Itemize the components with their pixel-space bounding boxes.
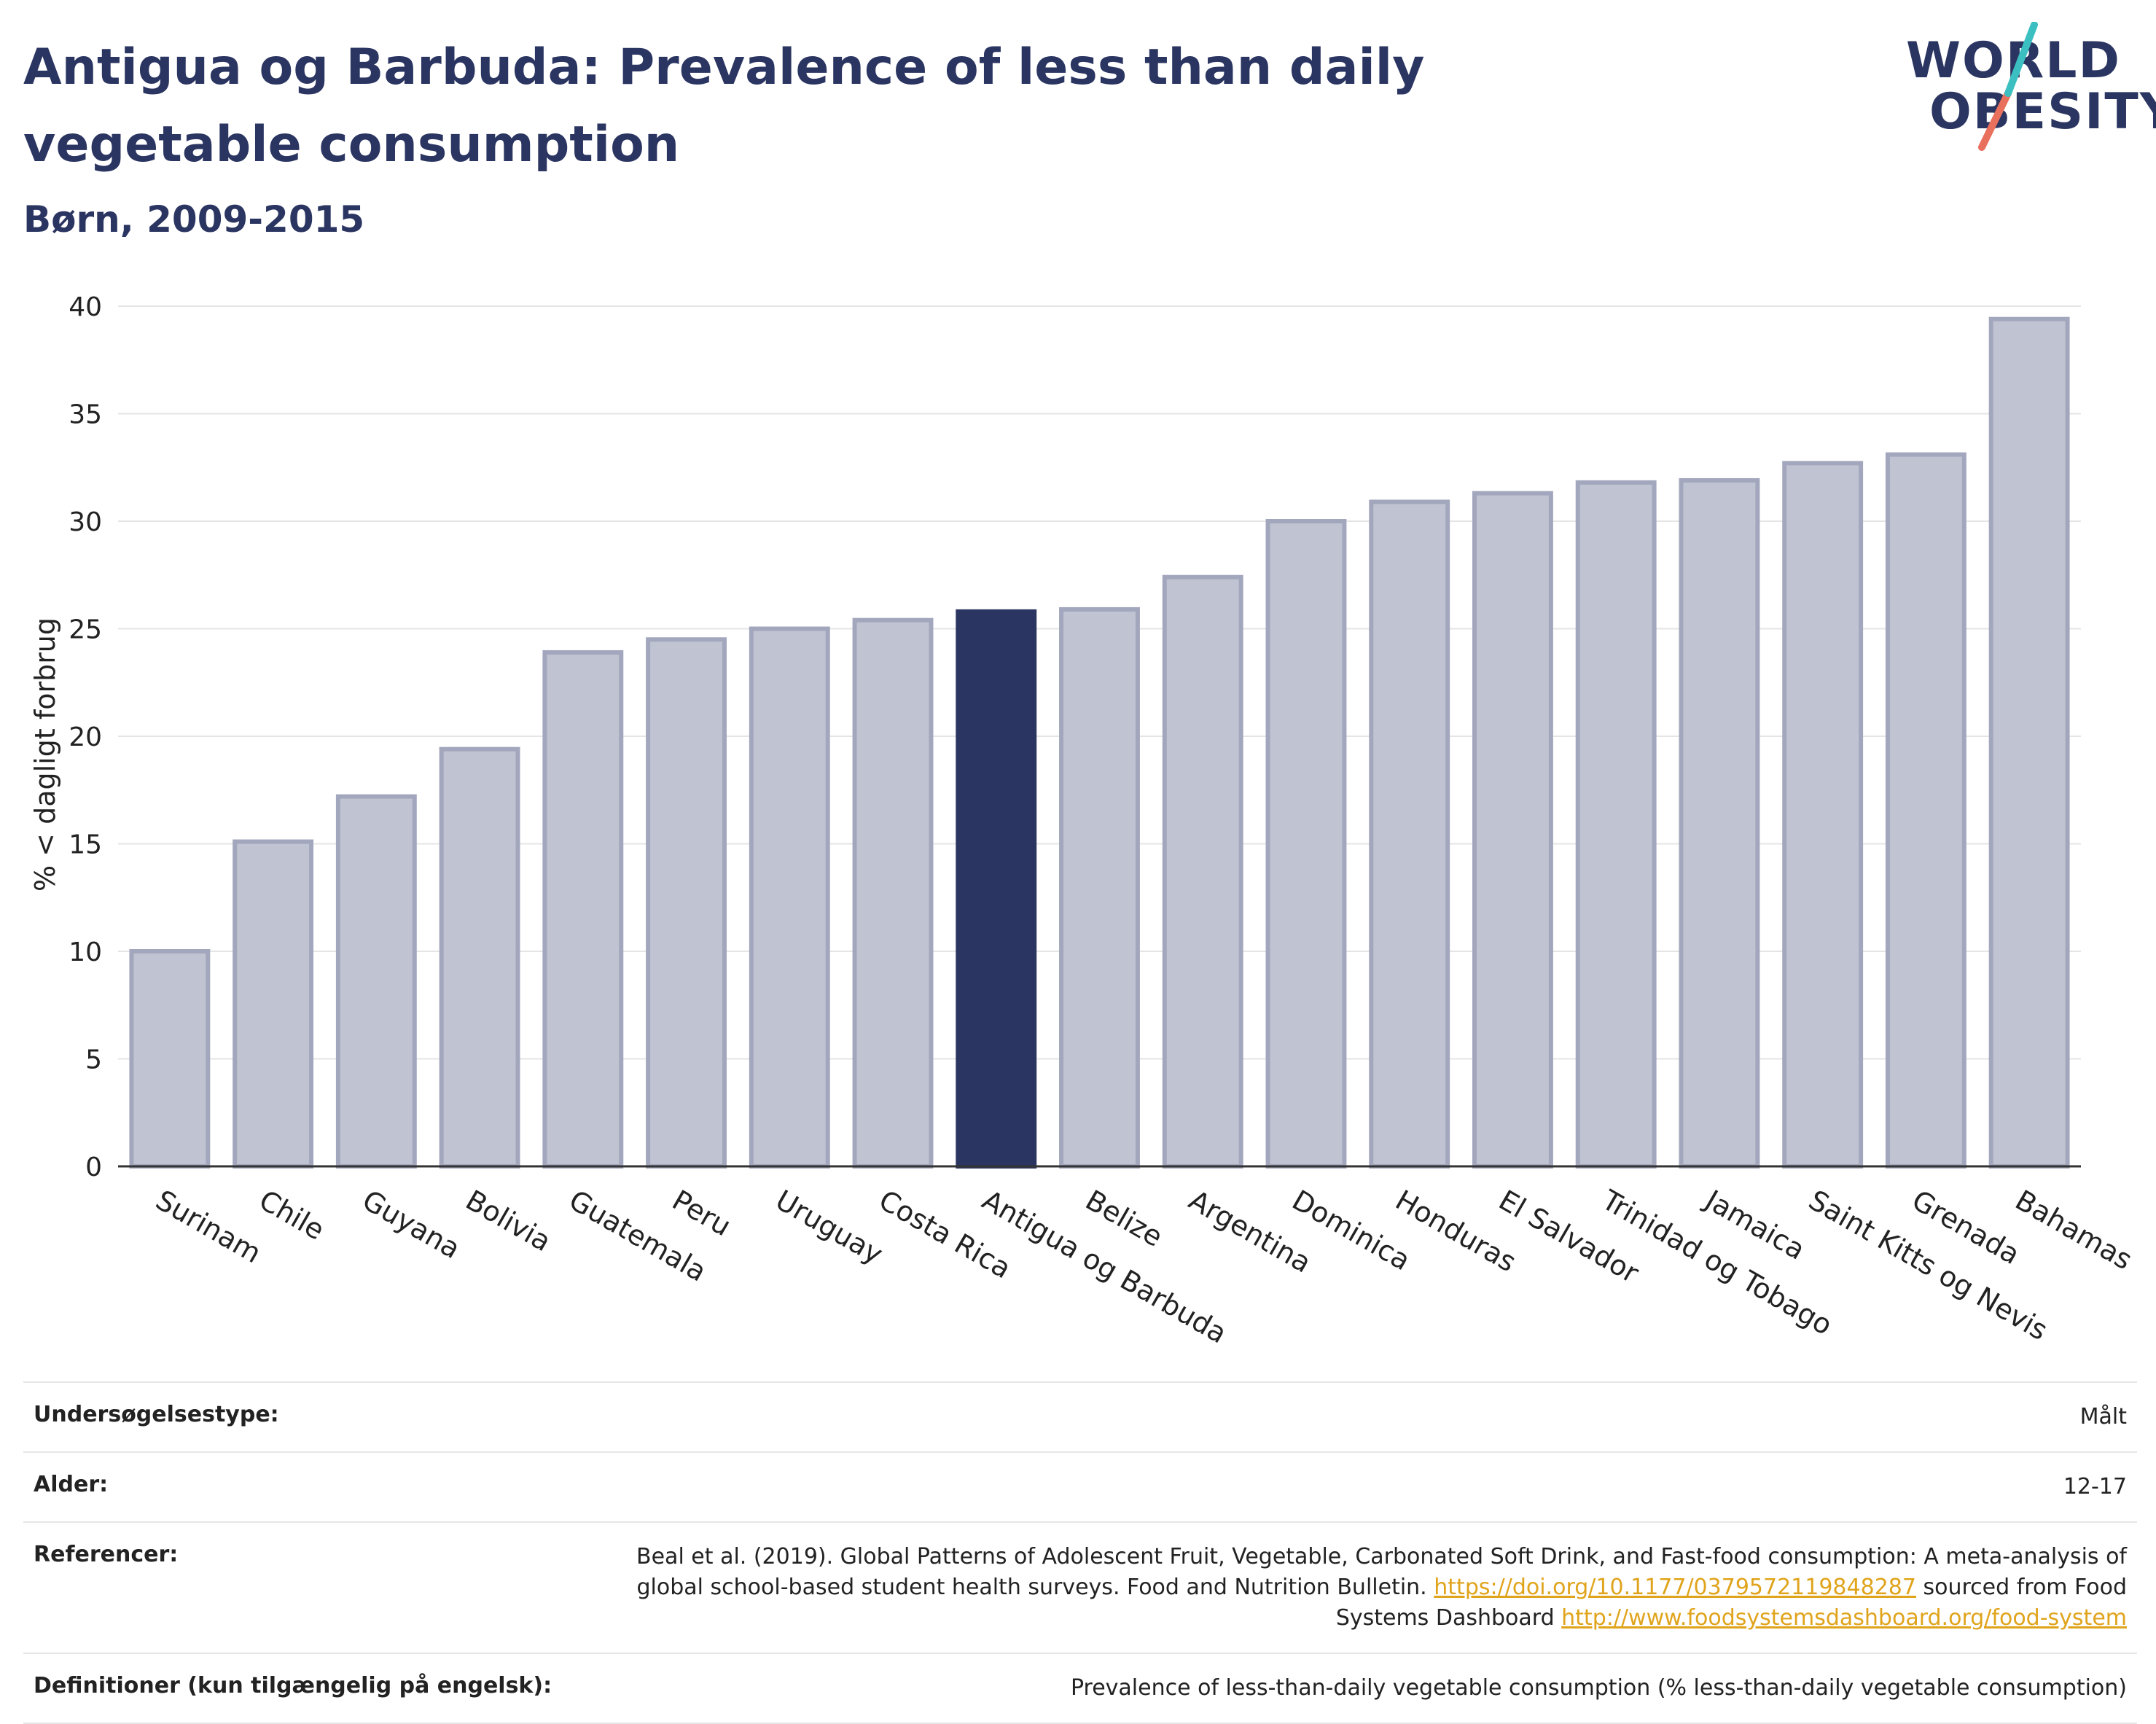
references-text-1: Beal et al. (2019). Global Patterns of A… [636, 1544, 2127, 1600]
bar-bolivia [439, 746, 520, 1169]
bar-uruguay [749, 626, 830, 1169]
metadata-table: Undersøgelsestype: Målt Alder: 12-17 Ref… [23, 1381, 2137, 1724]
meta-row-references: Referencer: Beal et al. (2019). Global P… [23, 1521, 2137, 1653]
x-tick-label: Surinam [150, 1184, 267, 1269]
meta-row-survey-type: Undersøgelsestype: Målt [23, 1381, 2137, 1451]
survey-type-value: Målt [2079, 1404, 2127, 1429]
y-tick-label: 0 [85, 1152, 102, 1182]
bar-el-salvador [1472, 491, 1553, 1169]
logo-slash-icon [1978, 22, 2038, 151]
x-tick-label: Chile [254, 1184, 329, 1247]
bar-surinam [129, 949, 211, 1169]
age-value: 12-17 [2063, 1474, 2127, 1499]
bar-peru [646, 637, 727, 1169]
x-tick-label: Guyana [357, 1184, 466, 1265]
bar-argentina [1162, 574, 1243, 1169]
y-axis-ticks: 0 5 10 15 20 25 30 35 40 [69, 292, 102, 1182]
references-text-2: sourced from Food Systems Dashboard [1335, 1575, 2127, 1631]
bar-antigua-og-barbuda [956, 609, 1037, 1169]
bar-saint-kitts-og-nevis [1782, 461, 1864, 1169]
y-tick-label: 20 [69, 722, 102, 752]
definitions-label: Definitioner (kun tilgængelig på engelsk… [34, 1673, 552, 1698]
definitions-value: Prevalence of less-than-daily vegetable … [1070, 1675, 2127, 1701]
references-value: Beal et al. (2019). Global Patterns of A… [582, 1542, 2127, 1634]
bar-guatemala [542, 650, 624, 1169]
bar-belize [1059, 606, 1140, 1169]
chart-subtitle: Børn, 2009-2015 [23, 198, 365, 241]
bar-grenada [1885, 452, 1966, 1169]
x-tick-label: Bahamas [2010, 1184, 2138, 1276]
bar-honduras [1369, 499, 1450, 1169]
bar-trinidad-og-tobago [1575, 480, 1657, 1169]
y-tick-label: 25 [69, 615, 102, 645]
logo-word-2: OBESITY [1929, 83, 2156, 141]
bar-bahamas [1988, 316, 2070, 1169]
meta-row-age: Alder: 12-17 [23, 1451, 2137, 1521]
y-tick-label: 35 [69, 400, 102, 430]
meta-row-definitions: Definitioner (kun tilgængelig på engelsk… [23, 1653, 2137, 1724]
food-systems-link[interactable]: http://www.foodsystemsdashboard.org/food… [1561, 1605, 2127, 1631]
bar-dominica [1265, 519, 1347, 1169]
world-obesity-logo: WORLD OBESITY [1906, 22, 2156, 153]
doi-link[interactable]: https://doi.org/10.1177/0379572119848287 [1434, 1575, 1916, 1600]
bar-costa-rica [852, 617, 934, 1169]
chart-title: Antigua og Barbuda: Prevalence of less t… [23, 39, 1425, 173]
y-tick-label: 10 [69, 937, 102, 967]
y-tick-label: 40 [69, 292, 102, 322]
y-tick-label: 15 [69, 830, 102, 860]
age-label: Alder: [34, 1472, 109, 1497]
y-axis-label: % < dagligt forbrug [29, 617, 61, 892]
y-tick-label: 5 [85, 1045, 102, 1075]
bars [129, 316, 2070, 1169]
bar-chile [233, 839, 314, 1169]
x-tick-label: Bolivia [461, 1184, 557, 1257]
references-label: Referencer: [34, 1542, 179, 1567]
survey-type-label: Undersøgelsestype: [34, 1402, 279, 1427]
bar-jamaica [1679, 477, 1760, 1169]
bar-guyana [335, 794, 417, 1169]
x-tick-label: Uruguay [770, 1184, 888, 1271]
y-tick-label: 30 [69, 507, 102, 537]
x-tick-label: Peru [667, 1184, 736, 1242]
